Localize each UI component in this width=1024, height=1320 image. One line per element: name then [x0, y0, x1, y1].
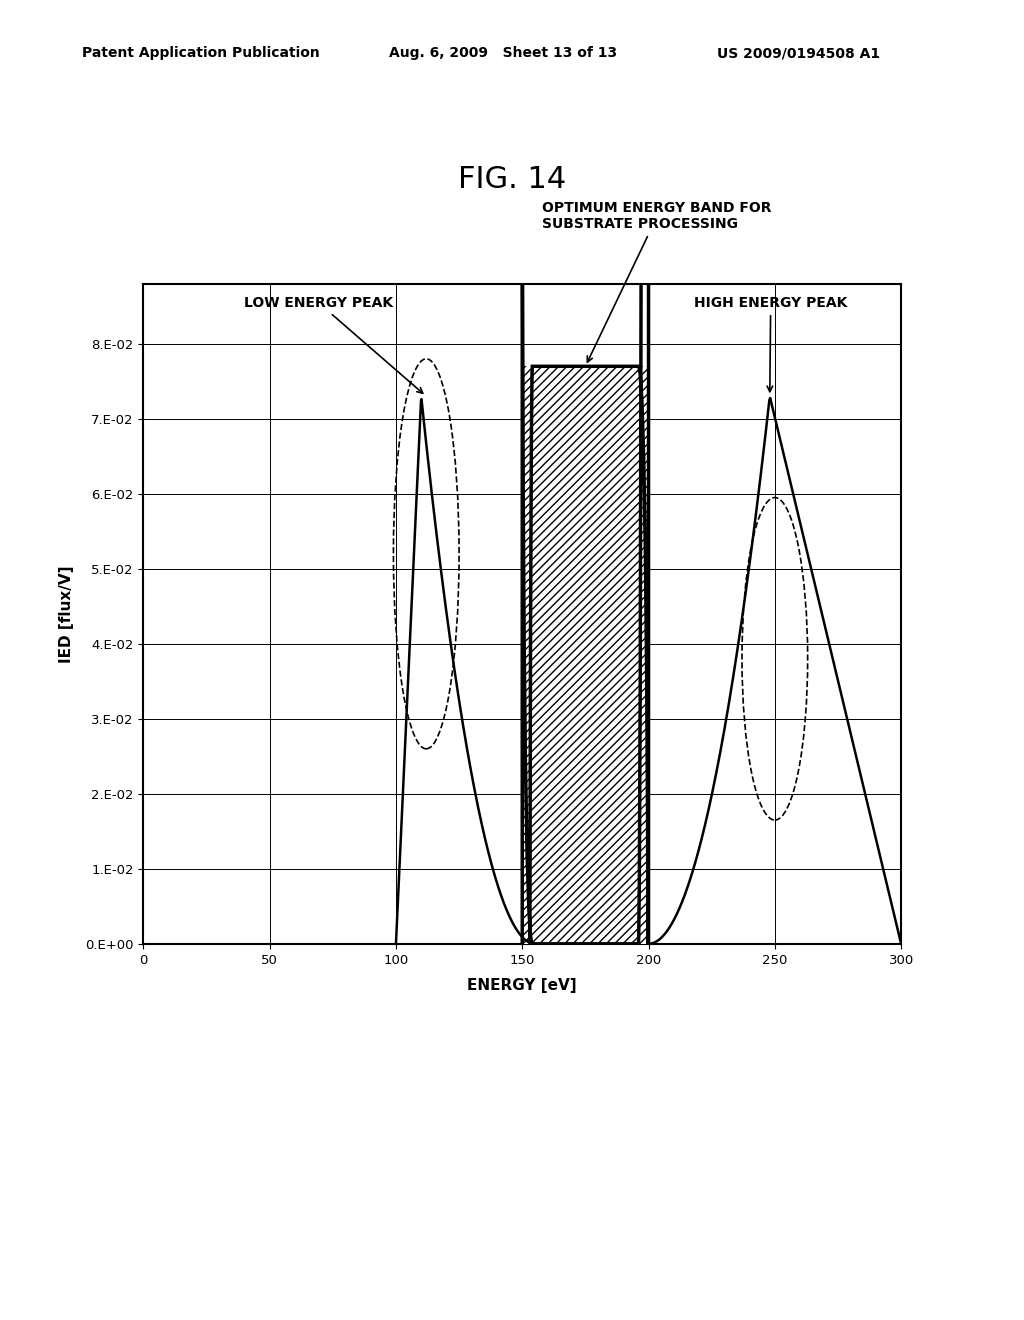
Text: OPTIMUM ENERGY BAND FOR
SUBSTRATE PROCESSING: OPTIMUM ENERGY BAND FOR SUBSTRATE PROCES…: [543, 201, 772, 362]
Text: FIG. 14: FIG. 14: [458, 165, 566, 194]
Text: US 2009/0194508 A1: US 2009/0194508 A1: [717, 46, 880, 61]
Text: Patent Application Publication: Patent Application Publication: [82, 46, 319, 61]
Text: HIGH ENERGY PEAK: HIGH ENERGY PEAK: [694, 296, 848, 392]
X-axis label: ENERGY [eV]: ENERGY [eV]: [467, 978, 578, 993]
Text: LOW ENERGY PEAK: LOW ENERGY PEAK: [245, 296, 423, 393]
Text: Aug. 6, 2009   Sheet 13 of 13: Aug. 6, 2009 Sheet 13 of 13: [389, 46, 617, 61]
Bar: [522, 367, 648, 944]
Y-axis label: IED [flux/V]: IED [flux/V]: [59, 565, 74, 663]
